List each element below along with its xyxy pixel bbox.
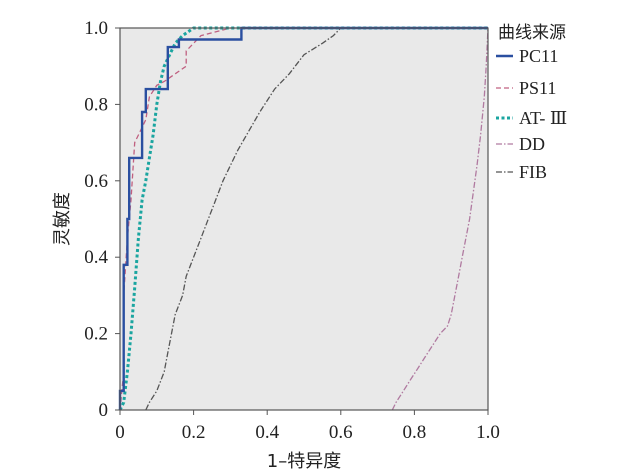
series-line-dd [391,27,489,411]
y-tick-label: 0.4 [84,247,108,268]
y-axis-title: 灵敏度 [52,192,73,246]
legend: 曲线来源 PC11 PS11 AT- Ⅲ DD FIB [496,23,567,182]
legend-label: PS11 [519,78,556,98]
x-tick-label: 0.6 [329,422,353,443]
axes-layer: 0 0.2 0.4 0.6 0.8 1.0 0 0.2 0.4 0.6 0.8 1.0 [84,18,500,443]
legend-item: AT- Ⅲ [496,108,567,128]
x-tick-label: 0 [115,422,125,443]
plot-background [120,28,488,410]
legend-label: AT- Ⅲ [519,108,567,128]
x-axis-title: 1–特异度 [267,451,341,472]
series-line-pc11 [118,26,488,410]
x-tick-label: 0.2 [182,422,206,443]
y-tick-label: 0 [99,400,109,421]
legend-item: PC11 [496,46,558,66]
legend-label: DD [519,134,545,154]
legend-title: 曲线来源 [498,23,566,43]
y-tick-label: 0.8 [84,94,108,115]
series-layer [118,26,489,411]
legend-label: PC11 [519,46,558,66]
legend-item: FIB [496,162,547,182]
series-line-at [118,26,488,411]
x-tick-label: 0.4 [255,422,279,443]
x-tick-label: 0.8 [403,422,427,443]
x-tick-label: 1.0 [476,422,500,443]
legend-item: PS11 [496,78,556,98]
y-tick-label: 1.0 [84,18,108,39]
plot-frame [119,27,489,411]
legend-label: FIB [519,162,547,182]
legend-item: DD [496,134,545,154]
series-line-fib [145,27,488,411]
y-tick-label: 0.6 [84,171,108,192]
y-tick-label: 0.2 [84,324,108,345]
